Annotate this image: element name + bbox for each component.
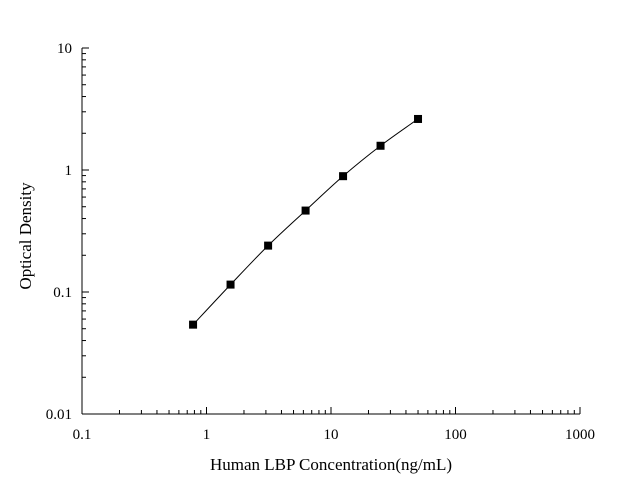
y-tick-label: 1 bbox=[65, 163, 73, 179]
y-tick-label: 0.1 bbox=[53, 285, 72, 301]
x-axis-title: Human LBP Concentration(ng/mL) bbox=[210, 455, 452, 474]
x-ticks: 0.1 1 10 100 1000 bbox=[73, 407, 595, 443]
y-tick-label: 10 bbox=[57, 41, 72, 57]
data-point bbox=[189, 320, 198, 329]
data-point bbox=[414, 114, 423, 123]
x-tick-label: 0.1 bbox=[73, 427, 92, 443]
x-tick-label: 1 bbox=[203, 427, 211, 443]
x-tick-label: 1000 bbox=[565, 427, 595, 443]
data-point bbox=[339, 172, 348, 181]
y-ticks: 0.01 0.1 1 10 bbox=[46, 41, 89, 423]
x-tick-label: 100 bbox=[444, 427, 467, 443]
data-point bbox=[376, 141, 385, 150]
series bbox=[189, 114, 423, 329]
data-point bbox=[264, 241, 273, 250]
y-axis-title: Optical Density bbox=[16, 182, 35, 290]
fit-curve bbox=[192, 118, 419, 325]
axes bbox=[81, 48, 580, 415]
x-tick-label: 10 bbox=[324, 427, 339, 443]
data-point bbox=[226, 280, 235, 289]
y-tick-label: 0.01 bbox=[46, 407, 72, 423]
data-point bbox=[301, 206, 310, 215]
